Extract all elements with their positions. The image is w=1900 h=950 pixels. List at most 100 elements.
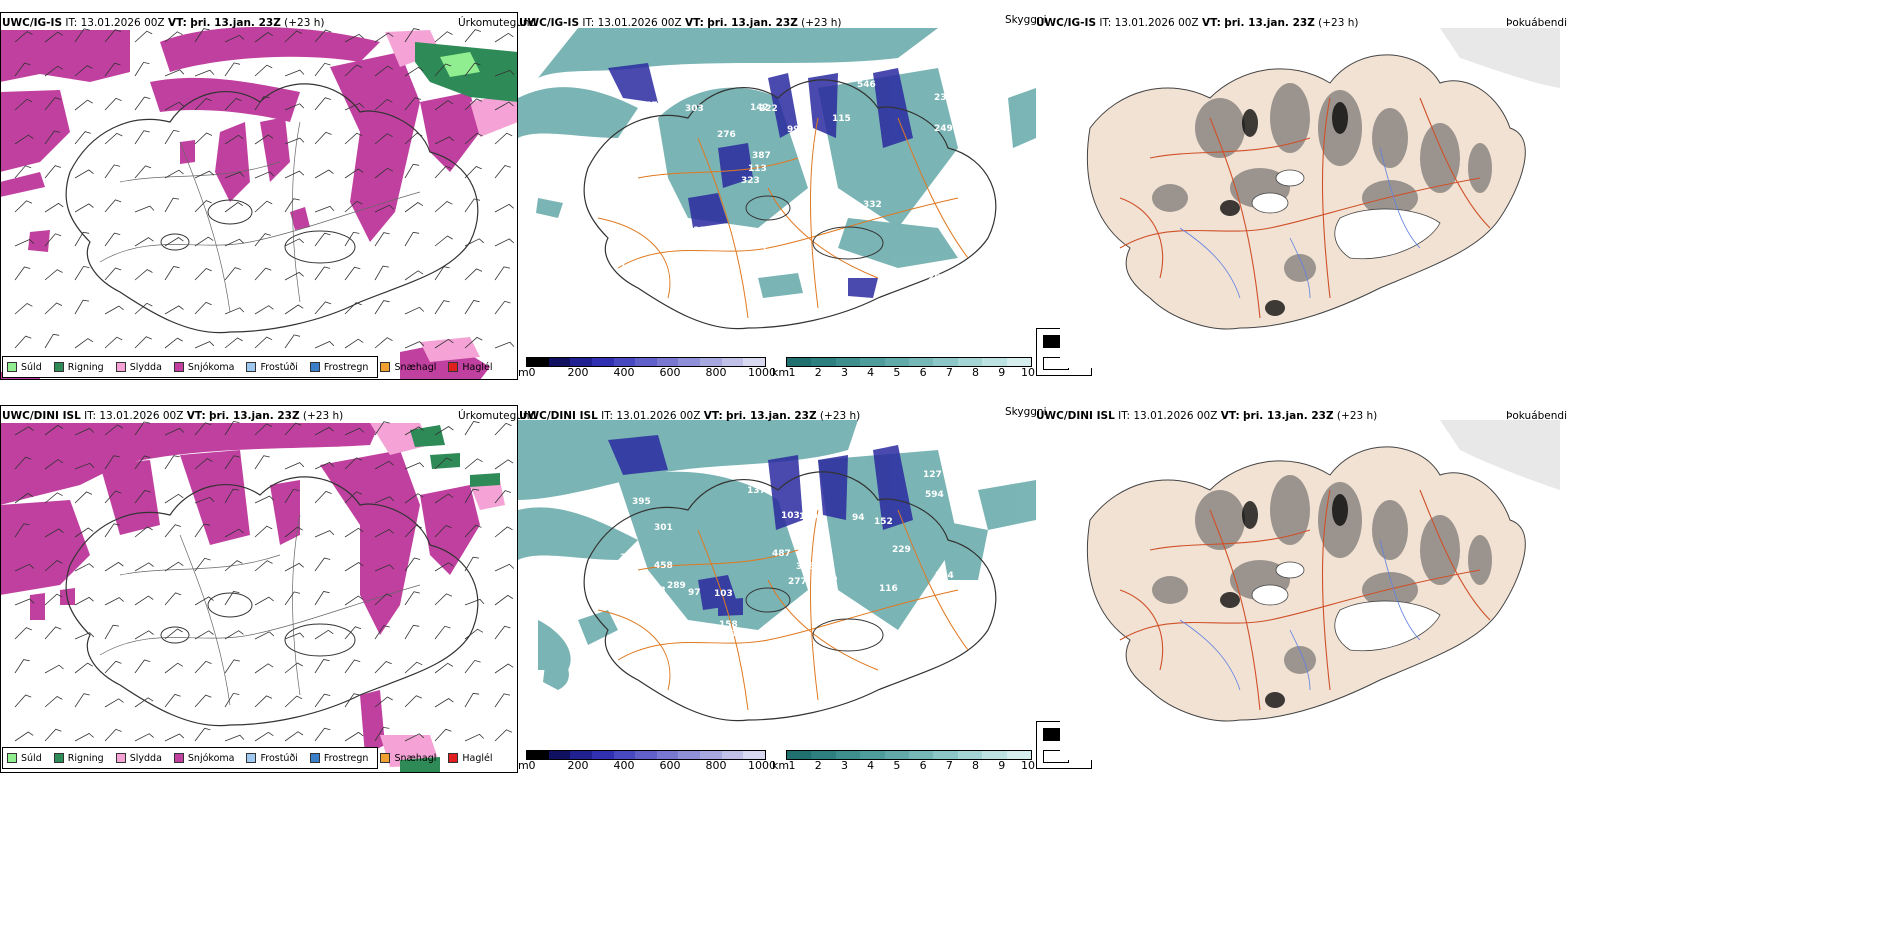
vt-value: þri. 13.jan. 23Z	[1224, 17, 1315, 29]
colorbar-tick-label: 800	[705, 366, 727, 379]
wind-barb	[404, 557, 421, 572]
wind-barb	[434, 493, 454, 504]
ceiling-value-label: 140	[799, 512, 818, 522]
wind-barb	[74, 99, 94, 111]
precip-legend-swatch	[173, 753, 184, 763]
wind-barb	[284, 137, 305, 145]
wind-barb	[374, 661, 392, 674]
wind-barb	[14, 62, 31, 77]
colorbar-segment	[860, 358, 885, 366]
wind-barb	[404, 163, 420, 179]
wind-barb	[464, 733, 485, 742]
colorbar-segment	[957, 358, 983, 366]
wind-barb	[254, 134, 274, 145]
wind-barb	[344, 659, 361, 674]
wind-barb	[464, 458, 483, 470]
wind-barb	[404, 525, 422, 538]
wind-barb	[404, 624, 420, 640]
wind-barb	[14, 303, 33, 315]
wind-barb	[494, 663, 514, 674]
colorbar-segment	[721, 751, 744, 759]
wind-barb	[434, 728, 452, 742]
wind-barb	[464, 238, 484, 247]
it-value: 13.01.2026 00Z	[80, 17, 165, 29]
wind-barb	[284, 591, 301, 606]
colorbar-tick-label: 200	[567, 759, 589, 772]
colorbar-segment	[982, 358, 1007, 366]
wind-barb	[224, 528, 244, 538]
precip-legend-item: Rigning	[53, 753, 104, 764]
wind-barb	[344, 231, 360, 247]
wind-barb	[404, 591, 420, 606]
wind-barb	[344, 595, 364, 606]
wind-barb	[434, 593, 453, 606]
colorbar-segment	[635, 751, 657, 759]
wind-barb	[14, 239, 35, 247]
wind-barb	[164, 592, 182, 606]
precip-legend-label: Snjókoma	[187, 361, 235, 373]
vt-label: VT:	[1201, 17, 1221, 29]
it-value: 13.01.2026 00Z	[99, 410, 184, 422]
wind-barb	[344, 626, 362, 640]
wind-barb	[134, 733, 154, 742]
wind-barb	[134, 336, 152, 349]
ceiling-unit-bottom: m	[518, 759, 529, 772]
ceiling-unit-top: m	[518, 366, 529, 379]
precip-legend-label: Snæhagl	[394, 752, 437, 764]
wind-barb	[14, 492, 34, 504]
wind-barb	[194, 268, 212, 281]
wind-barb	[44, 424, 64, 436]
wind-barb	[434, 136, 455, 145]
wind-barb	[104, 698, 124, 708]
precip-legend-bottom: Súld Rigning Slydda Snjókoma Frostúði Frostre…	[2, 747, 493, 769]
ceiling-value-label: 229	[892, 545, 911, 555]
wind-barb	[464, 98, 483, 111]
wind-barb	[194, 422, 212, 436]
wind-barb	[374, 421, 390, 436]
wind-barb	[314, 530, 335, 538]
wind-barb	[314, 131, 332, 145]
wind-barb	[254, 560, 273, 572]
precip-legend-label: Frostúði	[260, 361, 298, 373]
wind-barb	[14, 165, 32, 179]
wind-barb	[494, 459, 514, 470]
wind-barb	[224, 420, 240, 436]
ceiling-value-label: 233	[934, 93, 953, 103]
wind-barb	[284, 30, 303, 43]
vt-label: VT:	[167, 17, 187, 29]
precip-legend-label: Haglél	[462, 752, 493, 764]
precip-legend-label: Slydda	[129, 361, 162, 373]
wind-barb	[224, 337, 243, 349]
wind-barb	[74, 231, 90, 247]
wind-barb	[194, 523, 211, 538]
precip-legend-swatch	[53, 362, 64, 372]
wind-barb	[434, 662, 454, 674]
wind-barb	[74, 169, 94, 179]
colorbar-segment	[656, 358, 679, 366]
ceiling-value-label: 69	[825, 575, 838, 585]
ceiling-value-label: 276	[717, 130, 736, 140]
ceiling-visibility-map-bottom: 835 289 234 395 523 301 126 103 152 103 94 100 151 13…	[518, 420, 1036, 722]
lead-time: (+23 h)	[819, 410, 861, 422]
precip-legend-items: Súld Rigning Slydda Snjókoma Frostúði Frostre…	[7, 753, 505, 764]
colorbar-segment	[1006, 751, 1032, 759]
header-fog-top: UWC/IG-IS IT: 13.01.2026 00Z VT: þri. 13…	[1036, 16, 1359, 30]
wind-barb	[404, 341, 425, 349]
precip-legend-top: Súld Rigning Slydda Snjókoma Frostúði Frostre…	[2, 356, 493, 378]
wind-barb	[314, 727, 331, 742]
wind-barb	[284, 488, 300, 504]
precip-legend-swatch	[448, 753, 459, 763]
wind-barb	[374, 625, 390, 640]
wind-barb	[134, 455, 151, 470]
wind-barb	[104, 164, 121, 179]
colorbar-segment	[787, 751, 812, 759]
header-fog-bottom: UWC/DINI ISL IT: 13.01.2026 00Z VT: þri.…	[1036, 409, 1377, 423]
wind-barb	[404, 661, 423, 674]
wind-barb	[44, 202, 64, 213]
colorbar-tick-label: 1	[788, 366, 796, 379]
colorbar-segment	[656, 751, 679, 759]
wind-barb	[224, 591, 240, 606]
vt-value: þri. 13.jan. 23Z	[1243, 410, 1334, 422]
wind-barb	[284, 103, 305, 111]
wind-barb	[464, 198, 481, 213]
